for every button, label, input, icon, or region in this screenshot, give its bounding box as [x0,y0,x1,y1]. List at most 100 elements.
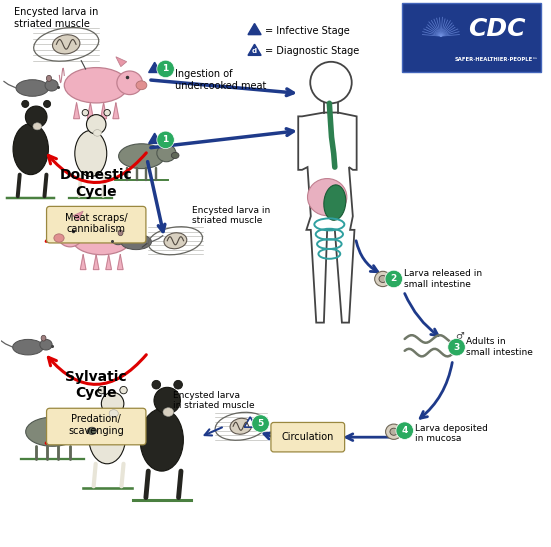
Ellipse shape [117,71,142,95]
Ellipse shape [16,80,48,96]
Ellipse shape [120,386,127,394]
Ellipse shape [41,335,46,341]
Circle shape [396,422,413,439]
Ellipse shape [89,411,126,464]
Ellipse shape [72,222,132,255]
Text: Encysted larva in
striated muscle: Encysted larva in striated muscle [14,7,99,29]
Text: Circulation: Circulation [282,432,334,442]
Polygon shape [113,103,119,119]
Ellipse shape [140,409,183,471]
Text: 5: 5 [257,419,264,428]
Text: 1: 1 [163,135,169,144]
Ellipse shape [375,271,391,287]
Circle shape [157,131,174,149]
Ellipse shape [157,144,176,162]
Polygon shape [73,211,83,220]
Polygon shape [244,417,256,427]
Text: 2: 2 [391,275,397,283]
Polygon shape [117,255,123,270]
Polygon shape [106,255,111,270]
Ellipse shape [174,380,182,389]
Text: Predation/
scavenging: Predation/ scavenging [68,415,124,436]
Text: Encysted larva in
striated muscle: Encysted larva in striated muscle [192,206,270,225]
Polygon shape [93,255,99,270]
Ellipse shape [44,101,51,107]
Ellipse shape [75,130,107,177]
Ellipse shape [154,387,180,414]
Ellipse shape [87,115,106,134]
Text: CDC: CDC [468,16,525,40]
Ellipse shape [112,234,124,245]
Ellipse shape [13,339,44,355]
Ellipse shape [94,130,101,136]
Ellipse shape [25,106,47,127]
Text: Sylvatic
Cycle: Sylvatic Cycle [66,370,127,400]
Text: Encysted larva
in striated muscle: Encysted larva in striated muscle [172,391,255,410]
FancyBboxPatch shape [46,408,146,445]
Ellipse shape [386,424,402,439]
Polygon shape [101,103,106,119]
Text: Meat scraps/
cannibalism: Meat scraps/ cannibalism [65,212,127,234]
Text: Adults in
small intestine: Adults in small intestine [466,337,533,357]
Text: = Infective Stage: = Infective Stage [266,26,350,36]
Polygon shape [80,255,86,270]
Text: 3: 3 [453,342,460,352]
Ellipse shape [101,392,124,415]
Bar [402,3,541,72]
Circle shape [157,60,174,78]
Ellipse shape [71,418,93,438]
Circle shape [448,339,465,356]
Polygon shape [149,62,161,73]
Ellipse shape [121,234,152,249]
Polygon shape [248,24,261,34]
Text: d: d [252,49,257,55]
Ellipse shape [164,233,187,249]
Ellipse shape [109,410,118,417]
Ellipse shape [324,185,346,220]
FancyBboxPatch shape [271,422,344,452]
Ellipse shape [379,275,387,282]
Ellipse shape [104,109,110,116]
Ellipse shape [33,123,41,130]
FancyBboxPatch shape [46,206,146,243]
Text: Domestic
Cycle: Domestic Cycle [60,168,133,199]
Ellipse shape [152,380,160,389]
Polygon shape [248,44,261,55]
Ellipse shape [82,109,89,116]
Ellipse shape [52,35,80,54]
Text: Larva released in
small intestine: Larva released in small intestine [403,269,482,289]
Text: ♂: ♂ [456,331,464,341]
Ellipse shape [136,81,147,90]
Polygon shape [116,57,127,67]
Ellipse shape [307,178,347,216]
Polygon shape [74,103,79,119]
Ellipse shape [98,386,105,394]
Ellipse shape [171,153,179,159]
Text: SAFER·HEALTHIER·PEOPLE™: SAFER·HEALTHIER·PEOPLE™ [455,57,538,62]
Polygon shape [149,133,161,143]
Ellipse shape [26,417,79,446]
Ellipse shape [45,80,58,91]
Ellipse shape [230,418,252,434]
Text: = Diagnostic Stage: = Diagnostic Stage [266,46,360,56]
Text: ♀: ♀ [456,346,463,356]
Ellipse shape [118,230,123,236]
Ellipse shape [13,124,48,174]
Ellipse shape [40,339,52,350]
Text: Larva deposited
in mucosa: Larva deposited in mucosa [414,424,488,443]
Ellipse shape [54,234,64,242]
Text: Ingestion of
undercooked meat: Ingestion of undercooked meat [175,69,267,91]
Ellipse shape [163,408,174,416]
Ellipse shape [390,428,398,435]
Ellipse shape [88,427,96,434]
Ellipse shape [109,410,118,417]
Ellipse shape [58,225,82,247]
Circle shape [385,270,402,288]
Ellipse shape [94,130,101,136]
Circle shape [252,415,269,432]
Polygon shape [88,103,93,119]
Text: 1: 1 [163,65,169,73]
Text: 4: 4 [402,426,408,435]
Ellipse shape [21,101,29,107]
Ellipse shape [46,75,52,82]
